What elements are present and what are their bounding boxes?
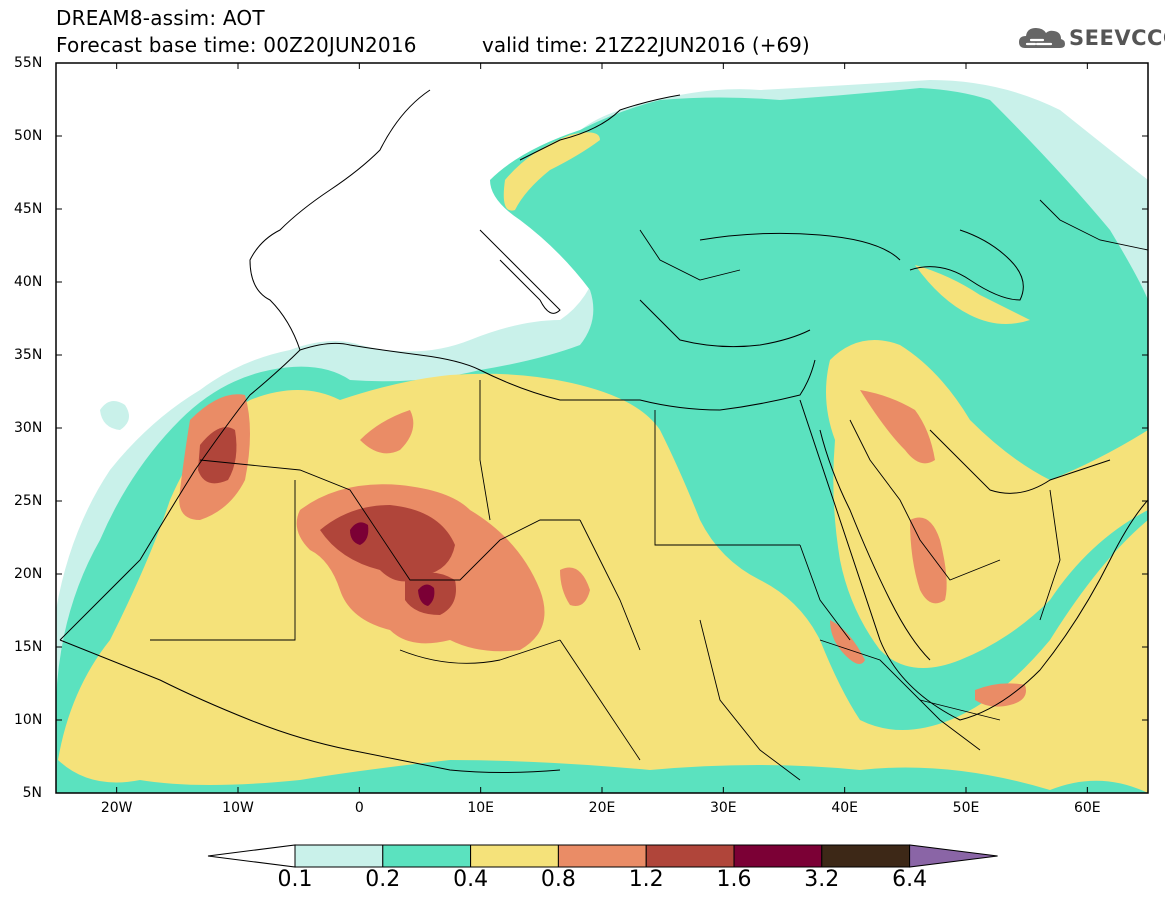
- contour-0.4: [58, 373, 1148, 793]
- colorbar-segment: [557, 844, 647, 868]
- lon-label: 30E: [709, 800, 737, 816]
- lon-label: 20E: [588, 800, 616, 816]
- contour-1.6-b: [418, 584, 435, 606]
- forecast-base-time: Forecast base time: 00Z20JUN2016: [56, 33, 417, 57]
- coastlines: [59, 89, 1148, 773]
- lon-label: 20W: [100, 800, 133, 816]
- contour-0.8-yemen: [975, 683, 1026, 707]
- lat-label: 25N: [14, 493, 43, 509]
- colorbar-segment: [470, 844, 559, 868]
- colorbar-segment: [645, 844, 735, 868]
- lat-label: 50N: [14, 128, 43, 144]
- lat-label: 35N: [14, 347, 43, 363]
- contour-1.6-a: [350, 522, 369, 545]
- colorbar-label: 3.2: [804, 867, 840, 892]
- map-title: DREAM8-assim: AOT: [56, 6, 265, 30]
- lat-label: 5N: [22, 785, 42, 801]
- contour-0.4-italy: [503, 132, 600, 211]
- contour-1.2-morocco: [198, 427, 237, 484]
- logo-text: SEEVCCC: [1069, 26, 1165, 50]
- contour-0.1b: [100, 401, 129, 430]
- colorbar-label: 0.8: [540, 867, 576, 892]
- colorbar-label: 0.4: [453, 867, 489, 892]
- lat-label: 20N: [14, 566, 43, 582]
- lon-label: 10E: [467, 800, 494, 816]
- axis-ticks: [56, 62, 1148, 794]
- borders: [150, 199, 1148, 781]
- lon-label: 60E: [1073, 800, 1101, 816]
- lat-label: 30N: [14, 420, 43, 436]
- lon-label: 40E: [831, 800, 858, 816]
- colorbar-label: 0.2: [365, 867, 401, 892]
- contour-0.8-algeria: [360, 410, 414, 454]
- colorbar-label: 6.4: [892, 867, 928, 892]
- contour-0.8-chad: [560, 567, 590, 606]
- lon-label: 50E: [952, 800, 980, 816]
- colorbar-label: 0.1: [277, 867, 313, 892]
- valid-time: valid time: 21Z22JUN2016 (+69): [482, 33, 810, 57]
- contour-0.8-redsea: [830, 620, 865, 664]
- lat-label: 45N: [14, 201, 43, 217]
- colorbar-segment: [821, 844, 911, 868]
- seevccc-logo: SEEVCCC: [1017, 20, 1165, 56]
- colorbar-label: 1.6: [716, 867, 752, 892]
- contour-1.2-sahara: [320, 505, 455, 582]
- lat-label: 40N: [14, 274, 43, 290]
- contour-0.4-caspian: [915, 265, 1030, 324]
- lat-label: 55N: [14, 55, 43, 71]
- lat-label: 10N: [14, 712, 43, 728]
- lon-label: 10W: [222, 800, 254, 816]
- colorbar-label: 1.2: [628, 867, 664, 892]
- aot-contours: [56, 80, 1148, 793]
- cloud-icon: [1019, 28, 1065, 48]
- lat-label: 15N: [14, 639, 43, 655]
- colorbar-arrow-low: [207, 844, 296, 868]
- colorbar-arrow-high: [909, 844, 998, 868]
- contour-0.8-saudi: [860, 390, 935, 464]
- colorbar-segment: [294, 844, 384, 868]
- colorbar-segment: [382, 844, 472, 868]
- colorbar-segment: [733, 844, 823, 868]
- lon-label: 0: [354, 800, 364, 816]
